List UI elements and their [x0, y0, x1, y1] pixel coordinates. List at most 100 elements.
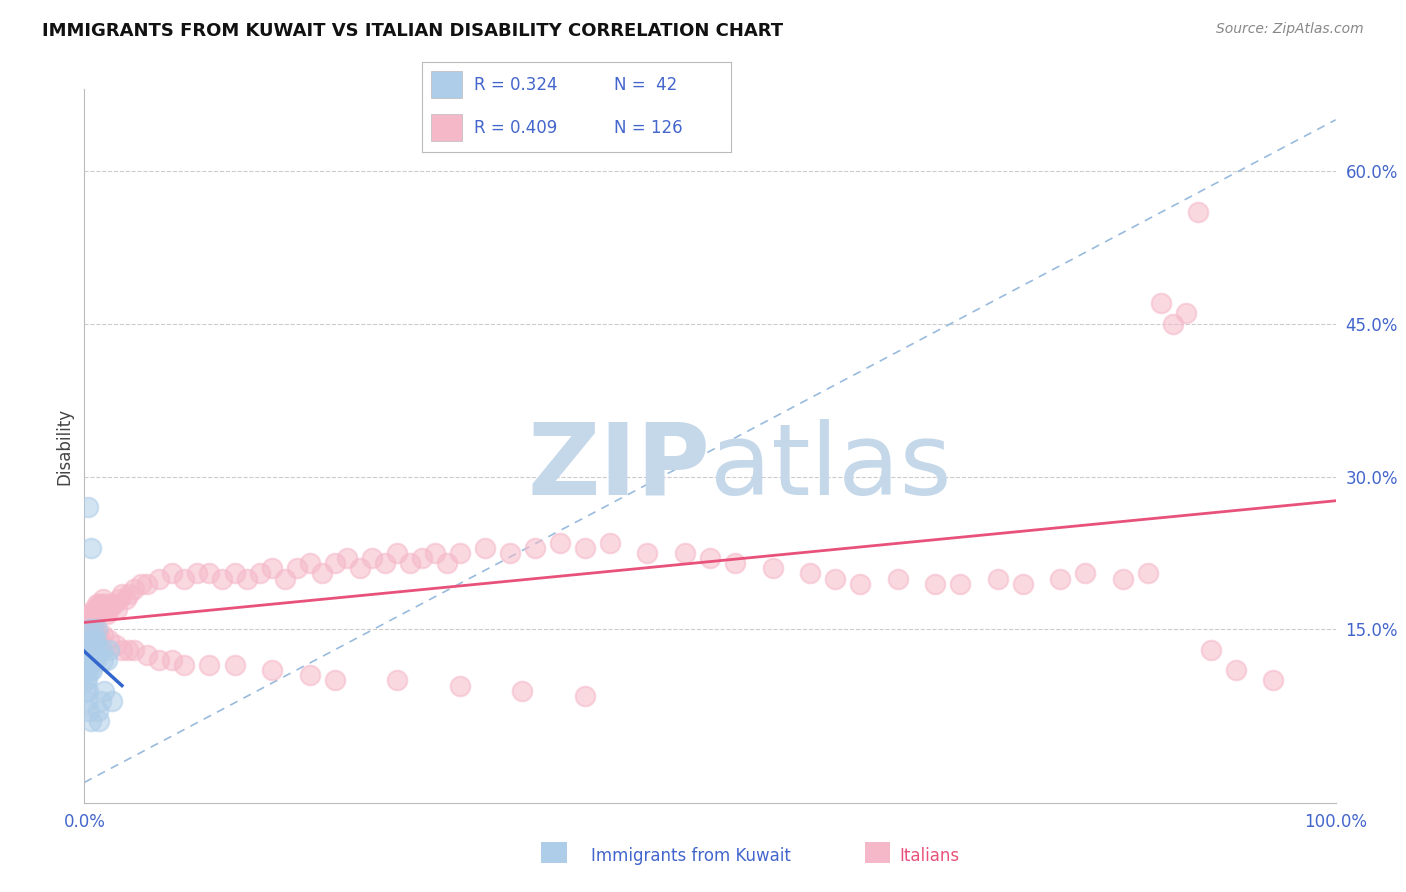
Point	[499, 546, 522, 560]
Point	[124, 582, 146, 596]
Point	[1174, 306, 1197, 320]
Point	[83, 602, 105, 616]
Point	[79, 627, 101, 641]
Point	[79, 714, 101, 729]
Text: N = 126: N = 126	[613, 119, 682, 136]
Point	[80, 627, 103, 641]
Point	[82, 643, 104, 657]
Point	[198, 658, 221, 673]
Point	[79, 632, 101, 647]
Point	[599, 536, 621, 550]
Point	[211, 572, 233, 586]
Point	[148, 572, 170, 586]
Text: R = 0.324: R = 0.324	[474, 76, 558, 94]
Point	[79, 541, 101, 555]
Point	[91, 591, 114, 606]
Point	[1225, 663, 1247, 677]
Point	[236, 572, 259, 586]
Point	[1136, 566, 1159, 581]
Y-axis label: Disability: Disability	[55, 408, 73, 484]
Point	[103, 597, 125, 611]
Text: IMMIGRANTS FROM KUWAIT VS ITALIAN DISABILITY CORRELATION CHART: IMMIGRANTS FROM KUWAIT VS ITALIAN DISABI…	[42, 22, 783, 40]
Point	[512, 683, 534, 698]
Point	[79, 653, 101, 667]
Point	[75, 673, 97, 688]
Point	[77, 500, 100, 515]
Point	[298, 668, 321, 682]
Point	[523, 541, 546, 555]
Point	[1263, 673, 1285, 688]
Point	[96, 607, 118, 622]
Point	[93, 683, 115, 698]
Point	[79, 663, 101, 677]
Point	[76, 673, 98, 688]
Bar	[432, 114, 463, 141]
Point	[86, 597, 108, 611]
Text: Immigrants from Kuwait: Immigrants from Kuwait	[591, 847, 790, 865]
Text: atlas: atlas	[710, 419, 952, 516]
Point	[76, 663, 98, 677]
Point	[224, 658, 246, 673]
Point	[86, 623, 108, 637]
Point	[80, 663, 103, 677]
Point	[105, 602, 128, 616]
Point	[89, 627, 111, 641]
Point	[79, 617, 101, 632]
Point	[118, 587, 141, 601]
Point	[84, 632, 107, 647]
Point	[799, 566, 821, 581]
Point	[1187, 204, 1209, 219]
Point	[86, 607, 108, 622]
Point	[148, 653, 170, 667]
Point	[83, 632, 105, 647]
Point	[411, 551, 433, 566]
Point	[84, 653, 107, 667]
Point	[114, 591, 136, 606]
Text: Source: ZipAtlas.com: Source: ZipAtlas.com	[1216, 22, 1364, 37]
Point	[311, 566, 333, 581]
Point	[91, 653, 114, 667]
Point	[82, 632, 104, 647]
Point	[574, 689, 596, 703]
Point	[323, 673, 346, 688]
Point	[349, 561, 371, 575]
Point	[80, 632, 103, 647]
Point	[285, 561, 308, 575]
Text: Italians: Italians	[900, 847, 960, 865]
Point	[94, 602, 117, 616]
Point	[82, 607, 104, 622]
Point	[101, 597, 124, 611]
Point	[637, 546, 659, 560]
Point	[83, 653, 105, 667]
Point	[160, 653, 183, 667]
Point	[79, 643, 101, 657]
Point	[86, 627, 108, 641]
Point	[75, 617, 97, 632]
Point	[77, 683, 100, 698]
Point	[173, 572, 195, 586]
Point	[824, 572, 846, 586]
Point	[1199, 643, 1222, 657]
Point	[79, 623, 101, 637]
Point	[262, 663, 284, 677]
Point	[724, 556, 747, 570]
Point	[1112, 572, 1135, 586]
Point	[1161, 317, 1184, 331]
Point	[83, 627, 105, 641]
Point	[82, 623, 104, 637]
Point	[86, 643, 108, 657]
Point	[262, 561, 284, 575]
Point	[385, 546, 409, 560]
Point	[449, 546, 471, 560]
Point	[79, 623, 101, 637]
Point	[80, 643, 103, 657]
Point	[98, 643, 121, 657]
Point	[101, 694, 124, 708]
Point	[77, 607, 100, 622]
Point	[87, 704, 110, 718]
Point	[474, 541, 496, 555]
Point	[849, 576, 872, 591]
Point	[90, 597, 112, 611]
Point	[77, 653, 100, 667]
Point	[76, 627, 98, 641]
